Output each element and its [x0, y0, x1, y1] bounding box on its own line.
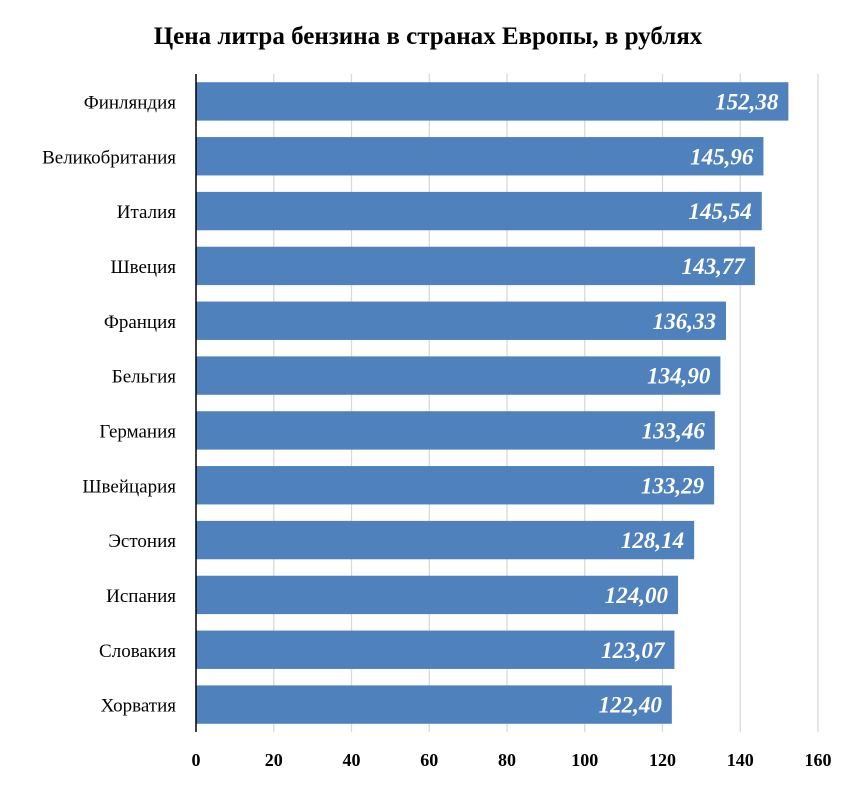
bar-7 [196, 411, 715, 450]
bars: 152,38 145,96 145,54 143,77 136,33 134,90 133,… [196, 82, 789, 724]
x-tick-60: 60 [420, 750, 438, 770]
x-tick-140: 140 [727, 750, 754, 770]
data-label-6: 134,90 [647, 364, 711, 389]
bar-10 [196, 575, 679, 615]
category-label-9: Эстония [108, 531, 176, 552]
data-label-2: 145,96 [690, 144, 754, 169]
category-label-3: Италия [117, 202, 177, 223]
x-tick-labels: 0 20 40 60 80 100 120 140 160 [192, 750, 832, 770]
category-label-5: Франция [104, 312, 176, 333]
data-label-4: 143,77 [682, 254, 747, 279]
bar-2 [196, 137, 764, 176]
bar-9 [196, 520, 695, 560]
data-label-7: 133,46 [642, 418, 706, 443]
x-tick-100: 100 [571, 750, 598, 770]
x-tick-0: 0 [192, 750, 201, 770]
category-labels: Финляндия Великобритания Италия Швеция Франц… [42, 92, 176, 716]
category-label-6: Бельгия [112, 367, 176, 388]
x-tick-160: 160 [805, 750, 832, 770]
data-label-11: 123,07 [601, 638, 666, 663]
bar-11 [196, 630, 675, 669]
category-label-2: Великобритания [42, 147, 176, 168]
bar-1 [196, 82, 789, 121]
data-label-1: 152,38 [715, 89, 779, 114]
bar-5 [196, 301, 726, 340]
category-label-4: Швеция [110, 257, 176, 278]
category-label-8: Швейцария [82, 476, 176, 497]
x-tick-20: 20 [265, 750, 283, 770]
data-label-10: 124,00 [605, 583, 669, 608]
category-label-10: Испания [106, 586, 176, 607]
bar-8 [196, 466, 715, 505]
bar-4 [196, 246, 755, 286]
category-label-12: Хорватия [101, 696, 177, 717]
bar-3 [196, 191, 762, 231]
data-label-12: 122,40 [599, 693, 663, 718]
x-tick-80: 80 [498, 750, 516, 770]
data-label-5: 136,33 [653, 309, 716, 334]
category-label-11: Словакия [99, 641, 176, 662]
data-label-3: 145,54 [689, 199, 752, 224]
category-label-1: Финляндия [84, 92, 177, 113]
x-tick-40: 40 [343, 750, 361, 770]
bar-12 [196, 685, 672, 724]
chart-title: Цена литра бензина в странах Европы, в р… [154, 23, 703, 50]
x-tick-120: 120 [649, 750, 676, 770]
category-label-7: Германия [99, 421, 176, 442]
data-label-8: 133,29 [641, 473, 705, 498]
bar-6 [196, 356, 721, 395]
gridlines [273, 74, 819, 732]
data-label-9: 128,14 [621, 528, 684, 553]
